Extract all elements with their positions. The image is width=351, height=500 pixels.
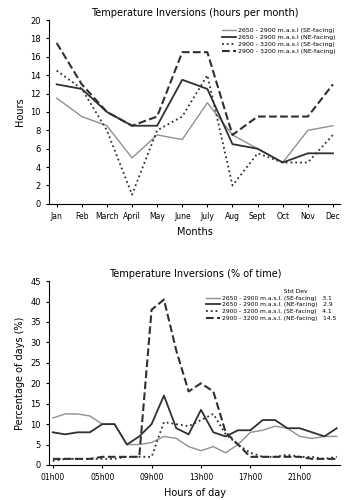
Legend: 2650 - 2900 m.a.s.l (SE-facing), 2650 - 2900 m.a.s.l (NE-facing), 2900 - 3200 m.: 2650 - 2900 m.a.s.l (SE-facing), 2650 - …	[221, 27, 337, 56]
X-axis label: Months: Months	[177, 227, 213, 237]
Y-axis label: Hours: Hours	[15, 98, 25, 126]
Legend: 2650 - 2900 m.a.s.l. (SE-facing)   3.1, 2650 - 2900 m.a.s.l. (NE-facing)   2.9, : 2650 - 2900 m.a.s.l. (SE-facing) 3.1, 26…	[205, 288, 337, 322]
Y-axis label: Percentage of days (%): Percentage of days (%)	[15, 316, 25, 430]
Title: Temperature Inversions (% of time): Temperature Inversions (% of time)	[108, 269, 281, 279]
X-axis label: Hours of day: Hours of day	[164, 488, 226, 498]
Title: Temperature Inversions (hours per month): Temperature Inversions (hours per month)	[91, 8, 299, 18]
